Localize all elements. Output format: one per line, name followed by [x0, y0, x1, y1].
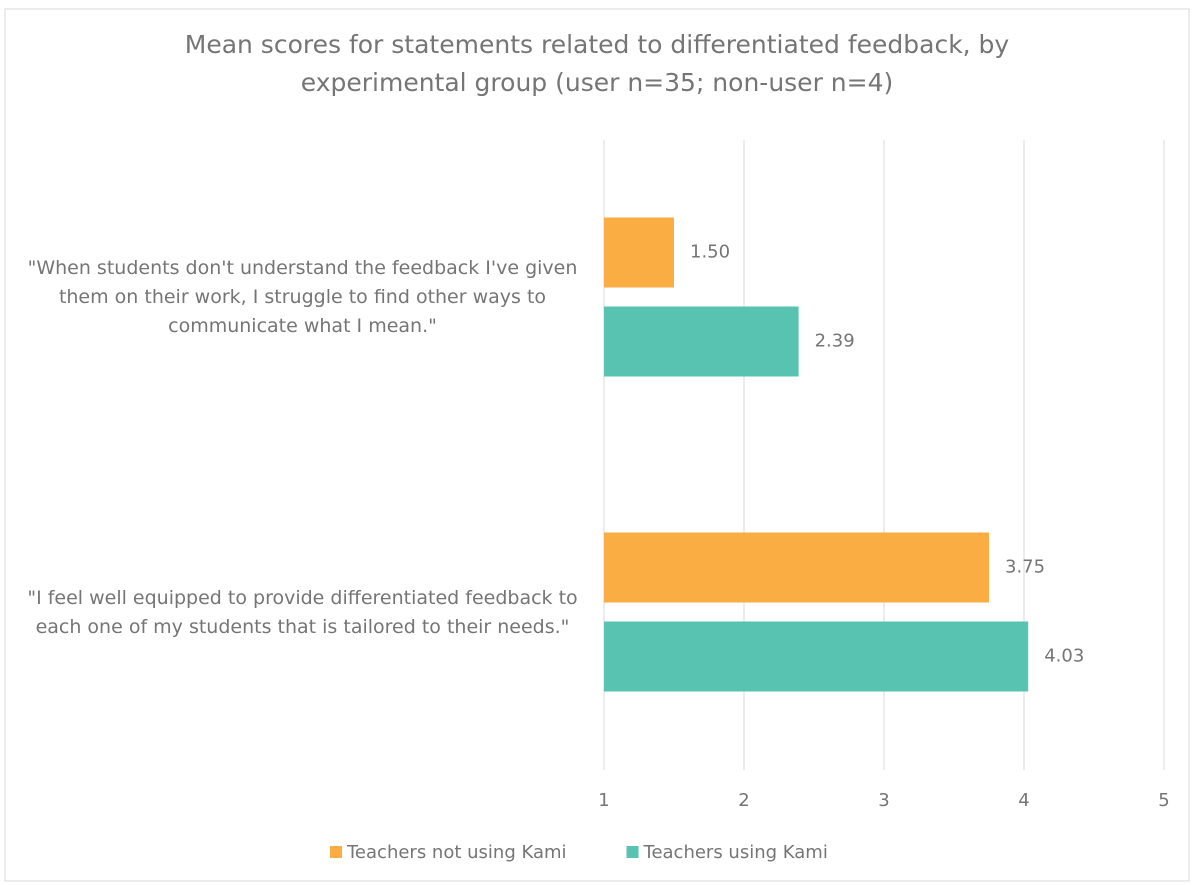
chart-title-box: Mean scores for statements related to di… [184, 30, 1010, 97]
chart-title: Mean scores for statements related to di… [184, 30, 1010, 97]
data-label: 2.39 [815, 331, 855, 352]
category-label: "When students don't understand the feed… [27, 257, 578, 337]
x-tick-label: 1 [598, 790, 609, 811]
bar [604, 217, 674, 288]
data-label: 4.03 [1044, 646, 1084, 667]
x-tick-label: 4 [1018, 790, 1029, 811]
category-label-box: "When students don't understand the feed… [27, 257, 578, 337]
x-tick-label: 2 [738, 790, 749, 811]
bar [604, 306, 799, 377]
x-tick-label: 5 [1158, 790, 1169, 811]
x-tick-label: 3 [878, 790, 889, 811]
category-label: "I feel well equipped to provide differe… [27, 586, 578, 638]
legend-label: Teachers using Kami [643, 842, 828, 863]
bar [604, 621, 1029, 692]
chart-border [4, 8, 1190, 882]
legend-swatch [330, 846, 342, 858]
category-label-box: "I feel well equipped to provide differe… [27, 586, 578, 638]
data-label: 3.75 [1005, 557, 1045, 578]
data-label: 1.50 [690, 242, 730, 263]
legend-swatch [626, 846, 639, 858]
bar [604, 532, 989, 603]
legend-label: Teachers not using Kami [346, 842, 567, 863]
